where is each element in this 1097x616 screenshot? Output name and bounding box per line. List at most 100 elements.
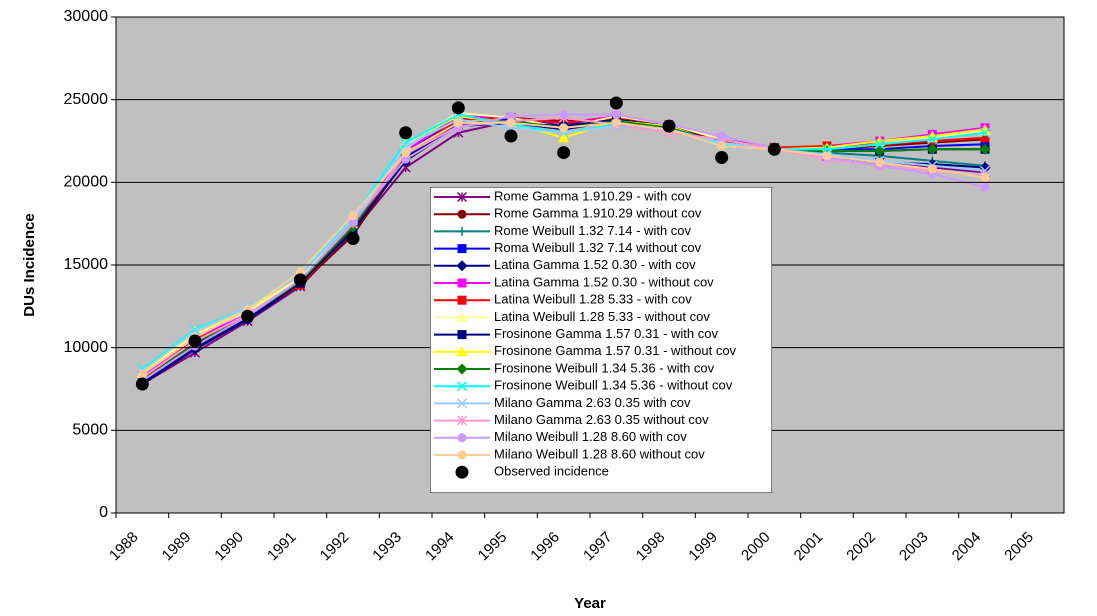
x-tick-label: 2003 bbox=[896, 529, 932, 565]
legend-label: Latina Weibull 1.28 5.33 - without cov bbox=[494, 309, 710, 324]
data-point bbox=[611, 110, 621, 120]
x-tick-label: 2002 bbox=[843, 529, 879, 565]
legend-swatch-marker bbox=[457, 433, 467, 443]
data-point bbox=[874, 135, 886, 146]
data-point bbox=[401, 148, 411, 158]
legend-swatch-marker bbox=[456, 381, 468, 392]
data-point bbox=[293, 273, 307, 287]
data-point bbox=[241, 309, 255, 323]
data-point bbox=[874, 145, 886, 157]
y-tick-label: 10000 bbox=[64, 339, 109, 356]
legend-swatch-marker bbox=[456, 311, 468, 322]
legend-swatch-marker bbox=[457, 244, 467, 254]
y-tick-label: 25000 bbox=[64, 91, 109, 108]
legend-label: Latina Gamma 1.52 0.30 - without cov bbox=[494, 274, 714, 289]
x-tick-label: 1994 bbox=[422, 529, 458, 565]
y-tick-label: 0 bbox=[99, 504, 108, 521]
data-point bbox=[189, 326, 201, 337]
data-point bbox=[874, 139, 885, 150]
x-tick-label: 1996 bbox=[527, 529, 563, 565]
x-tick-label: 1999 bbox=[685, 529, 721, 565]
legend-label: Rome Gamma 1.910.29 - with cov bbox=[494, 188, 692, 203]
x-tick-label: 1995 bbox=[475, 529, 511, 565]
y-tick-label: 15000 bbox=[64, 256, 109, 273]
data-point bbox=[980, 172, 990, 182]
data-point bbox=[400, 140, 411, 151]
x-tick-label: 2000 bbox=[738, 529, 774, 565]
series-layer bbox=[135, 96, 991, 391]
x-tick-label: 1998 bbox=[633, 529, 669, 565]
data-point bbox=[979, 127, 991, 138]
data-point bbox=[717, 141, 727, 151]
data-point bbox=[506, 111, 516, 121]
x-tick-label: 1992 bbox=[317, 529, 353, 565]
data-point bbox=[135, 377, 149, 391]
legend-swatch-marker bbox=[456, 346, 468, 357]
data-point bbox=[559, 123, 569, 133]
legend-swatch-marker bbox=[456, 398, 468, 409]
legend-label: Frosinone Gamma 1.57 0.31 - with cov bbox=[494, 326, 718, 341]
legend-box bbox=[430, 187, 772, 493]
data-point bbox=[506, 118, 516, 128]
data-point bbox=[451, 101, 465, 115]
legend-label: Roma Weibull 1.32 7.14 without cov bbox=[494, 240, 702, 255]
legend-label: Observed incidence bbox=[494, 464, 609, 479]
y-tick-label: 5000 bbox=[72, 422, 108, 439]
data-point bbox=[137, 369, 147, 379]
data-point bbox=[717, 131, 727, 141]
data-point bbox=[662, 119, 676, 133]
legend-label: Latina Weibull 1.28 5.33 - with cov bbox=[494, 292, 692, 307]
legend-label: Milano Gamma 2.63 0.35 with cov bbox=[494, 395, 691, 410]
data-point bbox=[348, 210, 358, 220]
data-point bbox=[980, 182, 990, 192]
legend-swatch-marker bbox=[457, 450, 467, 460]
data-point bbox=[401, 154, 411, 164]
data-point bbox=[927, 134, 938, 145]
y-tick-label: 20000 bbox=[64, 174, 109, 191]
x-tick-label: 2005 bbox=[1001, 529, 1037, 565]
data-point bbox=[611, 118, 621, 128]
legend-label: Frosinone Weibull 1.34 5.36 - with cov bbox=[494, 360, 715, 375]
legend-label: Frosinone Gamma 1.57 0.31 - without cov bbox=[494, 343, 737, 358]
x-tick-label: 1991 bbox=[264, 529, 300, 565]
data-point bbox=[557, 146, 571, 160]
legend-label: Latina Gamma 1.52 0.30 - with cov bbox=[494, 257, 696, 272]
data-point bbox=[715, 151, 729, 165]
x-tick-label: 2004 bbox=[949, 529, 985, 565]
data-point bbox=[558, 132, 570, 143]
legend-label: Frosinone Weibull 1.34 5.36 - without co… bbox=[494, 378, 733, 393]
data-point bbox=[767, 142, 781, 156]
legend-label: Rome Weibull 1.32 7.14 - with cov bbox=[494, 223, 692, 238]
data-point bbox=[453, 118, 463, 128]
data-point bbox=[400, 137, 411, 148]
x-tick-label: 1993 bbox=[369, 529, 405, 565]
data-point bbox=[346, 232, 360, 246]
data-point bbox=[927, 164, 937, 174]
legend-swatch-marker bbox=[457, 209, 467, 219]
legend-label: Milano Weibull 1.28 8.60 without cov bbox=[494, 446, 705, 461]
x-tick-label: 1990 bbox=[211, 529, 247, 565]
data-point bbox=[609, 96, 623, 110]
data-point bbox=[980, 133, 990, 143]
data-point bbox=[979, 123, 991, 134]
legend-swatch-marker bbox=[456, 260, 468, 272]
data-point bbox=[348, 217, 358, 227]
x-tick-label: 1988 bbox=[106, 529, 142, 565]
data-point bbox=[188, 334, 202, 348]
y-axis-title: DUs Incidence bbox=[21, 213, 38, 316]
legend-swatch-marker bbox=[457, 226, 467, 236]
legend-label: Rome Gamma 1.910.29 without cov bbox=[494, 206, 702, 221]
legend-swatch-marker bbox=[455, 465, 469, 479]
legend-swatch-marker bbox=[457, 278, 467, 288]
data-point bbox=[399, 126, 413, 140]
legend-swatch-marker bbox=[456, 415, 468, 426]
x-tick-label: 1989 bbox=[159, 529, 195, 565]
data-point bbox=[875, 157, 885, 167]
legend-swatch-marker bbox=[457, 330, 467, 340]
x-axis-title: Year bbox=[574, 595, 606, 612]
legend-label: Milano Weibull 1.28 8.60 with cov bbox=[494, 429, 687, 444]
data-point bbox=[559, 110, 569, 120]
data-point bbox=[926, 143, 938, 155]
legend-swatch-marker bbox=[457, 295, 467, 305]
